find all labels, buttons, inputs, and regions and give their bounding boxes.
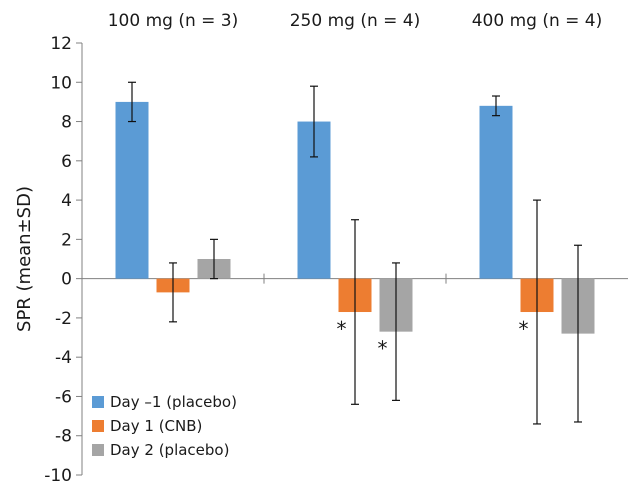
y-tick-label: -2 <box>55 309 72 329</box>
category-label: 250 mg (n = 4) <box>290 11 421 31</box>
y-tick-label: 0 <box>61 270 72 290</box>
significance-marker: * <box>337 317 347 341</box>
significance-marker: * <box>519 317 529 341</box>
y-tick-label: 6 <box>61 152 72 172</box>
y-tick-label: 8 <box>61 113 72 133</box>
bar <box>115 101 149 279</box>
y-tick-label: -8 <box>55 427 72 447</box>
y-axis-label: SPR (mean±SD) <box>14 186 35 332</box>
legend-label: Day 1 (CNB) <box>110 417 202 435</box>
legend-label: Day –1 (placebo) <box>110 393 237 411</box>
y-tick-label: 12 <box>50 34 72 54</box>
legend-swatch <box>92 420 104 432</box>
text-layer: 12 10 8 6 4 2 0 -2 -4 -6 -8 -10 SPR (mean±SD) 100 mg … <box>14 11 602 484</box>
legend-label: Day 2 (placebo) <box>110 441 229 459</box>
y-tick-label: -6 <box>55 387 72 407</box>
category-label: 100 mg (n = 3) <box>108 11 239 31</box>
bar <box>479 105 513 279</box>
y-tick-label: 2 <box>61 230 72 250</box>
y-tick-label: -10 <box>44 466 72 484</box>
y-tick-label: -4 <box>55 348 72 368</box>
significance-marker: * <box>378 337 388 361</box>
legend-swatch <box>92 444 104 456</box>
legend-swatch <box>92 396 104 408</box>
legend: Day –1 (placebo) Day 1 (CNB) Day 2 (placeb… <box>92 393 237 459</box>
error-bars-layer <box>128 81 582 425</box>
category-label: 400 mg (n = 4) <box>472 11 603 31</box>
y-tick-label: 10 <box>50 73 72 93</box>
y-tick-label: 4 <box>61 191 72 211</box>
